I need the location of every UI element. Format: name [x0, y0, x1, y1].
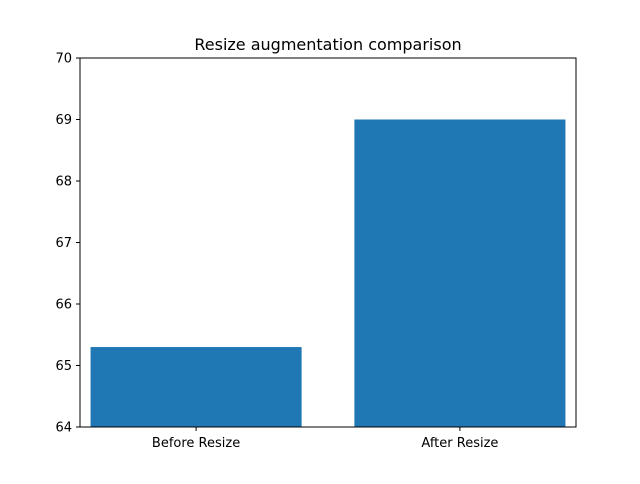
y-tick-label: 64 — [55, 421, 72, 436]
bar-before-resize — [90, 347, 302, 427]
y-tick-label: 70 — [55, 52, 72, 67]
y-tick-label: 66 — [55, 298, 72, 313]
chart-title: Resize augmentation comparison — [194, 35, 461, 54]
plot-frame — [79, 57, 577, 428]
bar-after-resize — [354, 119, 566, 427]
y-tick-label: 69 — [55, 113, 72, 128]
y-tick-label: 67 — [55, 236, 72, 251]
x-tick-label: Before Resize — [152, 436, 240, 451]
y-tick-label: 65 — [55, 359, 72, 374]
y-tick-label: 68 — [55, 175, 72, 190]
bars-group — [90, 119, 566, 427]
x-tick-label: After Resize — [421, 436, 498, 451]
x-axis: Before Resize After Resize — [152, 427, 498, 451]
y-axis: 64 65 66 67 68 69 70 — [55, 52, 80, 436]
